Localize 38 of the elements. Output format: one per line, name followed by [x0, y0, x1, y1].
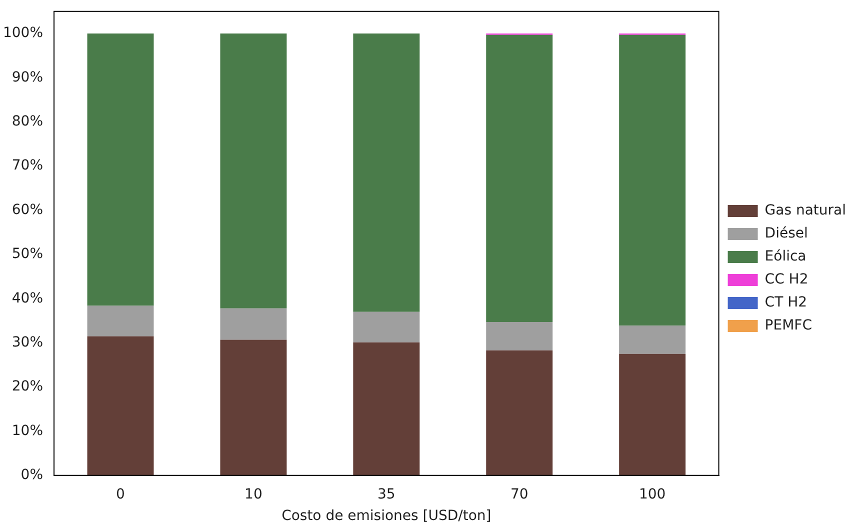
bar — [353, 342, 420, 476]
bar — [486, 322, 553, 350]
bar — [486, 350, 553, 476]
y-tick-label: 50% — [12, 246, 44, 262]
x-tick-label: 35 — [377, 486, 396, 502]
bar — [220, 308, 287, 340]
bar — [87, 306, 154, 336]
bar — [220, 340, 287, 476]
y-tick-label: 90% — [12, 69, 44, 86]
bar — [220, 33, 287, 308]
y-tick-label: 10% — [12, 422, 44, 439]
x-tick-label: 0 — [116, 486, 125, 502]
bar — [619, 354, 686, 476]
y-tick-label: 20% — [12, 378, 44, 395]
y-tick-label: 70% — [12, 158, 44, 174]
y-tick-label: 0% — [20, 467, 44, 484]
y-tick-label: 30% — [12, 334, 44, 350]
y-tick-label: 60% — [12, 202, 44, 218]
legend-label: Eólica — [764, 248, 806, 265]
legend-label: Diésel — [764, 226, 808, 242]
x-tick-label: 100 — [638, 486, 666, 502]
x-axis-title: Costo de emisiones [USD/ton] — [282, 508, 492, 524]
legend-label: Gas natural — [764, 202, 846, 219]
y-tick-label: 40% — [12, 290, 44, 306]
legend-label: CC H2 — [764, 272, 808, 288]
x-tick-label: 70 — [510, 486, 528, 502]
bar — [87, 33, 154, 306]
bar — [87, 336, 154, 476]
legend-label: CT H2 — [764, 294, 808, 311]
bar — [619, 326, 686, 354]
bar — [353, 33, 420, 312]
bar — [486, 34, 553, 322]
bar — [619, 34, 686, 326]
bar — [353, 312, 420, 342]
y-tick-label: 80% — [12, 114, 44, 130]
legend-label: PEMFC — [764, 318, 812, 334]
y-tick-label: 100% — [2, 25, 44, 42]
x-tick-label: 10 — [244, 486, 262, 502]
